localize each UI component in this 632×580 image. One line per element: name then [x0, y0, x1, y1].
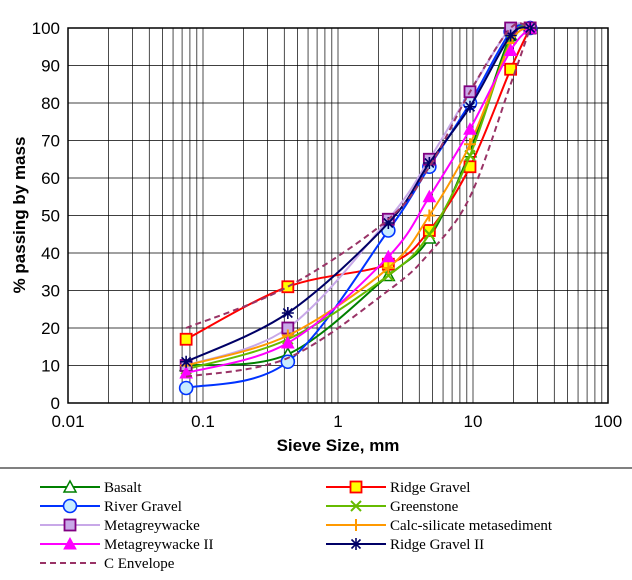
- x-tick-label: 1: [333, 412, 342, 431]
- legend-label: Ridge Gravel II: [390, 537, 484, 553]
- legend-item: Basalt: [40, 479, 142, 496]
- data-point: [504, 62, 518, 76]
- series-9: [185, 27, 532, 378]
- legend-item: River Gravel: [40, 498, 182, 515]
- data-point: [63, 518, 77, 532]
- y-tick-label: 20: [41, 319, 60, 338]
- legend-item: Ridge Gravel: [326, 480, 470, 496]
- y-tick-label: 30: [41, 282, 60, 301]
- plot-frame: [67, 27, 609, 404]
- legend-label: Greenstone: [390, 499, 459, 515]
- y-tick-label: 60: [41, 169, 60, 188]
- data-point: [422, 189, 437, 203]
- data-point: [349, 480, 363, 494]
- x-tick-label: 0.1: [191, 412, 215, 431]
- tick-labels: 0.01 0.1 1 10 100 0 10 20 30 40 50 60 70 80 90 100: [32, 19, 623, 431]
- series-layer: [178, 20, 538, 396]
- legend-label: River Gravel: [104, 499, 182, 515]
- data-point: [178, 380, 194, 396]
- x-tick-label: 0.01: [51, 412, 84, 431]
- data-point: [62, 479, 78, 493]
- data-point: [350, 538, 362, 550]
- data-point: [463, 100, 476, 113]
- data-point: [382, 262, 395, 274]
- data-point: [423, 228, 436, 240]
- x-axis-title: Sieve Size, mm: [277, 436, 400, 455]
- y-tick-label: 50: [41, 207, 60, 226]
- data-point: [423, 209, 436, 222]
- data-point: [382, 217, 395, 229]
- y-tick-label: 0: [51, 394, 60, 413]
- data-point: [180, 355, 193, 368]
- legend-label: Ridge Gravel: [390, 480, 470, 496]
- data-point: [503, 43, 518, 56]
- x-tick-label: 100: [594, 412, 622, 431]
- data-point: [504, 29, 517, 42]
- legend-item: C Envelope: [40, 556, 175, 572]
- legend-item: Calc-silicate metasediment: [326, 518, 553, 534]
- data-point: [381, 249, 396, 263]
- data-point: [463, 138, 476, 151]
- y-tick-label: 80: [41, 94, 60, 113]
- legend: Basalt Ridge Gravel River Gravel Greenstone…: [40, 479, 553, 572]
- y-tick-label: 100: [32, 19, 60, 38]
- data-point: [179, 365, 193, 379]
- data-point: [423, 157, 436, 169]
- series-line: [185, 27, 532, 378]
- data-point: [281, 307, 294, 319]
- y-tick-label: 10: [41, 357, 60, 376]
- legend-item: Greenstone: [326, 499, 459, 515]
- legend-label: C Envelope: [104, 556, 175, 572]
- data-point: [382, 269, 395, 282]
- legend-label: Metagreywacke II: [104, 537, 214, 553]
- y-axis-title: % passing by mass: [10, 137, 29, 294]
- data-point: [62, 498, 78, 514]
- series-8: [185, 22, 531, 329]
- data-point: [179, 332, 193, 346]
- data-point: [350, 500, 362, 512]
- data-point: [280, 335, 295, 349]
- legend-item: Metagreywacke: [40, 518, 200, 534]
- data-point: [63, 536, 77, 550]
- data-point: [463, 122, 477, 135]
- series-line: [185, 22, 531, 329]
- legend-label: Calc-silicate metasediment: [390, 518, 553, 534]
- legend-label: Metagreywacke: [104, 518, 200, 534]
- y-tick-label: 70: [41, 132, 60, 151]
- x-tick-label: 10: [464, 412, 483, 431]
- legend-label: Basalt: [104, 480, 142, 496]
- legend-item: Ridge Gravel II: [326, 537, 484, 553]
- legend-item: Metagreywacke II: [40, 536, 214, 553]
- y-tick-label: 40: [41, 244, 60, 263]
- y-tick-label: 90: [41, 57, 60, 76]
- data-point: [350, 519, 362, 531]
- data-point: [281, 280, 295, 294]
